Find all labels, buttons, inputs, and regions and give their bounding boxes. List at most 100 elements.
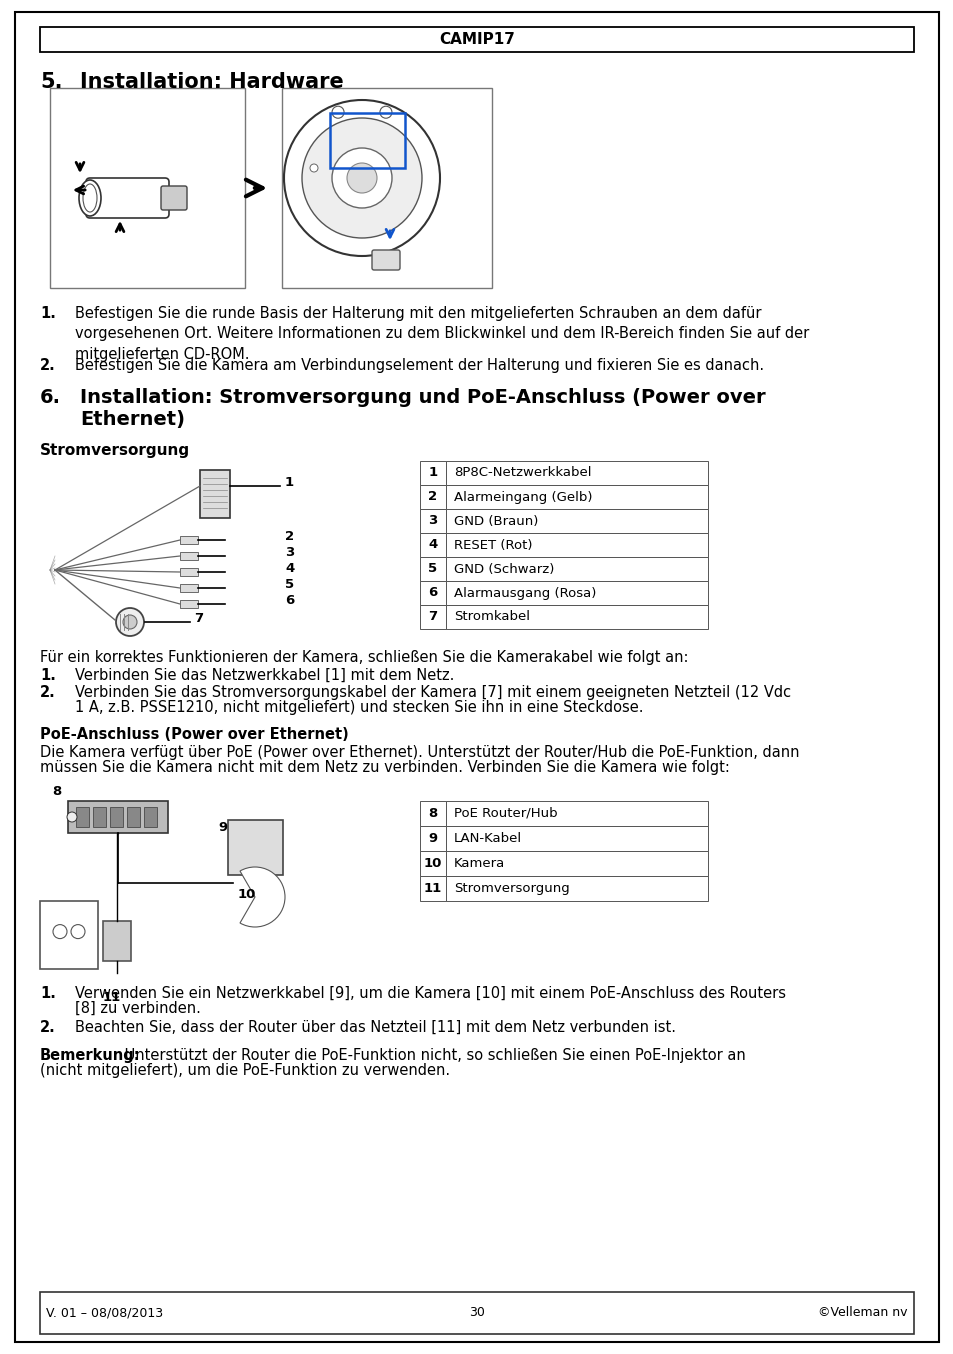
Bar <box>419 876 446 900</box>
Text: (nicht mitgeliefert), um die PoE-Funktion zu verwenden.: (nicht mitgeliefert), um die PoE-Funktio… <box>40 1063 450 1078</box>
Text: 10: 10 <box>423 857 442 871</box>
Text: V. 01 – 08/08/2013: V. 01 – 08/08/2013 <box>46 1307 163 1320</box>
Text: [8] zu verbinden.: [8] zu verbinden. <box>75 1001 201 1016</box>
Bar <box>419 802 446 826</box>
Bar <box>200 470 230 519</box>
Text: 1.: 1. <box>40 986 56 1001</box>
Bar <box>446 876 707 900</box>
Bar <box>446 556 707 581</box>
Text: 2: 2 <box>285 529 294 543</box>
Text: Befestigen Sie die Kamera am Verbindungselement der Halterung und fixieren Sie e: Befestigen Sie die Kamera am Verbindungs… <box>75 357 763 372</box>
Text: Installation: Hardware: Installation: Hardware <box>80 72 343 92</box>
Bar <box>92 807 106 827</box>
Text: Installation: Stromversorgung und PoE-Anschluss (Power over: Installation: Stromversorgung und PoE-An… <box>80 389 765 408</box>
Bar <box>40 900 98 969</box>
Text: Stromversorgung: Stromversorgung <box>454 881 569 895</box>
Bar <box>446 826 707 852</box>
Text: Verbinden Sie das Stromversorgungskabel der Kamera [7] mit einem geeigneten Netz: Verbinden Sie das Stromversorgungskabel … <box>75 685 790 700</box>
Circle shape <box>332 106 344 118</box>
Text: 11: 11 <box>423 881 441 895</box>
Circle shape <box>347 162 376 194</box>
Text: Für ein korrektes Funktionieren der Kamera, schließen Sie die Kamerakabel wie fo: Für ein korrektes Funktionieren der Kame… <box>40 650 688 665</box>
Text: 9: 9 <box>218 821 227 834</box>
Bar <box>446 533 707 556</box>
Text: 4: 4 <box>285 562 294 574</box>
Text: 2.: 2. <box>40 357 55 372</box>
FancyBboxPatch shape <box>161 185 187 210</box>
Bar <box>76 807 89 827</box>
Text: 6: 6 <box>285 593 294 607</box>
Bar <box>103 921 131 961</box>
Text: ©Velleman nv: ©Velleman nv <box>818 1307 907 1320</box>
Text: 1: 1 <box>285 475 294 489</box>
Text: PoE-Anschluss (Power over Ethernet): PoE-Anschluss (Power over Ethernet) <box>40 727 349 742</box>
Circle shape <box>302 118 421 238</box>
Text: 30: 30 <box>469 1307 484 1320</box>
Text: GND (Schwarz): GND (Schwarz) <box>454 562 554 575</box>
Bar <box>40 27 913 51</box>
Text: Befestigen Sie die runde Basis der Halterung mit den mitgelieferten Schrauben an: Befestigen Sie die runde Basis der Halte… <box>75 306 808 362</box>
Text: 6: 6 <box>428 586 437 600</box>
Bar <box>50 88 245 288</box>
Bar <box>419 485 446 509</box>
Text: 5: 5 <box>285 578 294 590</box>
Circle shape <box>284 100 439 256</box>
Text: Verbinden Sie das Netzwerkkabel [1] mit dem Netz.: Verbinden Sie das Netzwerkkabel [1] mit … <box>75 668 454 682</box>
Circle shape <box>332 148 392 209</box>
Text: 1.: 1. <box>40 668 56 682</box>
Bar <box>446 581 707 605</box>
Text: LAN-Kabel: LAN-Kabel <box>454 831 521 845</box>
Bar <box>180 567 198 575</box>
Bar <box>180 536 198 544</box>
Text: Bemerkung:: Bemerkung: <box>40 1048 140 1063</box>
Circle shape <box>310 164 317 172</box>
Text: 11: 11 <box>103 991 121 1005</box>
Wedge shape <box>240 867 285 927</box>
Text: 2.: 2. <box>40 685 55 700</box>
Text: 8: 8 <box>428 807 437 821</box>
Bar <box>419 826 446 852</box>
Text: Unterstützt der Router die PoE-Funktion nicht, so schließen Sie einen PoE-Injekt: Unterstützt der Router die PoE-Funktion … <box>120 1048 745 1063</box>
Text: 8: 8 <box>52 785 61 798</box>
Text: 10: 10 <box>237 888 256 900</box>
Text: Alarmausgang (Rosa): Alarmausgang (Rosa) <box>454 586 596 600</box>
Circle shape <box>53 925 67 938</box>
Bar <box>40 1292 913 1334</box>
Circle shape <box>67 812 77 822</box>
Bar <box>110 807 123 827</box>
Bar <box>419 581 446 605</box>
Bar <box>144 807 157 827</box>
Text: 6.: 6. <box>40 389 61 408</box>
Bar <box>330 112 405 168</box>
Text: 3: 3 <box>285 546 294 558</box>
Text: Ethernet): Ethernet) <box>80 410 185 429</box>
Bar <box>180 584 198 592</box>
Text: 2.: 2. <box>40 1020 55 1034</box>
Text: 4: 4 <box>428 539 437 551</box>
Text: 1.: 1. <box>40 306 56 321</box>
Text: Stromkabel: Stromkabel <box>454 611 530 623</box>
FancyBboxPatch shape <box>372 250 399 269</box>
Bar <box>446 460 707 485</box>
Circle shape <box>71 925 85 938</box>
Bar <box>446 605 707 630</box>
Circle shape <box>116 608 144 636</box>
Bar <box>68 802 168 833</box>
Bar <box>180 600 198 608</box>
Ellipse shape <box>83 184 97 213</box>
Text: Stromversorgung: Stromversorgung <box>40 443 190 458</box>
Text: GND (Braun): GND (Braun) <box>454 515 537 528</box>
Text: 2: 2 <box>428 490 437 504</box>
Text: 9: 9 <box>428 831 437 845</box>
Text: Verwenden Sie ein Netzwerkkabel [9], um die Kamera [10] mit einem PoE-Anschluss : Verwenden Sie ein Netzwerkkabel [9], um … <box>75 986 785 1001</box>
Text: RESET (Rot): RESET (Rot) <box>454 539 532 551</box>
Text: 7: 7 <box>428 611 437 623</box>
Text: 5.: 5. <box>40 72 63 92</box>
Text: 1: 1 <box>428 467 437 479</box>
Bar <box>419 460 446 485</box>
Text: Alarmeingang (Gelb): Alarmeingang (Gelb) <box>454 490 592 504</box>
Bar <box>419 533 446 556</box>
Text: müssen Sie die Kamera nicht mit dem Netz zu verbinden. Verbinden Sie die Kamera : müssen Sie die Kamera nicht mit dem Netz… <box>40 760 729 774</box>
Bar <box>419 509 446 533</box>
Text: Kamera: Kamera <box>454 857 505 871</box>
